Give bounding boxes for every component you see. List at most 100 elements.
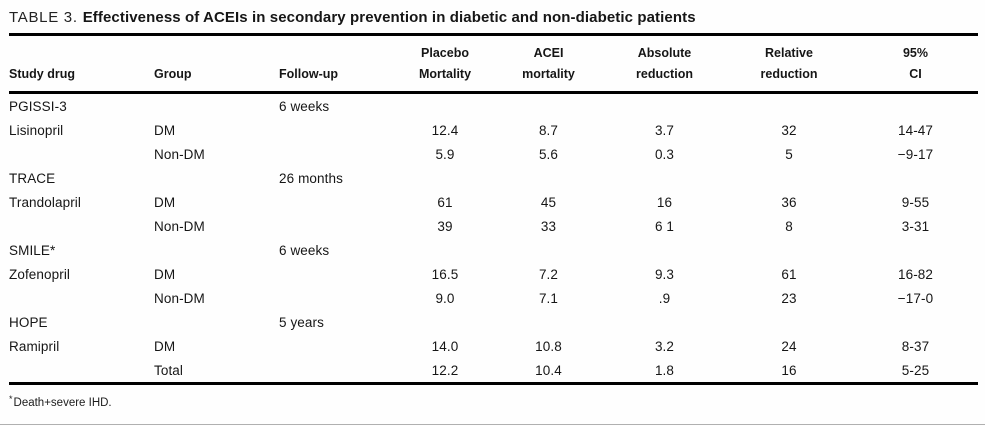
table-cell: 7.1 <box>538 290 559 306</box>
table-cell: 6 1 <box>654 218 675 234</box>
table-row: Total 12.2 10.4 1.8 16 5-25 <box>9 358 978 384</box>
table-cell: 7.2 <box>538 266 559 282</box>
table-cell: DM <box>154 122 176 138</box>
table-cell: 5 years <box>279 314 324 330</box>
table-cell: HOPE <box>9 314 48 330</box>
table-cell <box>397 93 493 119</box>
table-cell: 6 weeks <box>279 98 330 114</box>
table-cell <box>279 286 397 310</box>
table-cell: 10.4 <box>535 362 562 378</box>
table-cell <box>725 310 853 334</box>
table-cell: −17-0 <box>897 290 934 306</box>
table-cell <box>493 93 604 119</box>
table-cell: 5.6 <box>538 146 559 162</box>
column-header: ACEI mortality <box>493 34 604 94</box>
table-cell <box>279 190 397 214</box>
table-cell <box>604 238 725 262</box>
table-cell <box>154 93 279 119</box>
table-row: Non-DM 9.0 7.1 .9 23 −17-0 <box>9 286 978 310</box>
table-title-text: Effectiveness of ACEIs in secondary prev… <box>82 9 696 26</box>
table-cell: 23 <box>781 290 797 306</box>
table-cell <box>9 142 154 166</box>
table-cell: 3-31 <box>901 218 930 234</box>
table-row: HOPE 5 years <box>9 310 978 334</box>
table-caption: TABLE 3. Effectiveness of ACEIs in second… <box>0 0 985 27</box>
table-cell: DM <box>154 266 176 282</box>
column-header: Group <box>154 34 279 94</box>
table-cell: 33 <box>540 218 557 234</box>
table-cell: 39 <box>437 218 453 234</box>
table-row: Zofenopril DM 16.5 7.2 9.3 61 16-82 <box>9 262 978 286</box>
table-cell: 3.2 <box>654 338 675 354</box>
table-cell <box>725 93 853 119</box>
table-cell: 16 <box>781 362 797 378</box>
table-cell: Non-DM <box>154 218 205 234</box>
table-cell: DM <box>154 338 176 354</box>
footnote-marker: * <box>9 394 13 404</box>
table-cell: −9-17 <box>897 146 934 162</box>
table-row: SMILE* 6 weeks <box>9 238 978 262</box>
table-body: PGISSI-3 6 weeks Lisinopril DM 12.4 8.7 3.7 32 1… <box>9 93 978 384</box>
table-cell <box>604 310 725 334</box>
table-cell <box>397 166 493 190</box>
table-cell: 12.4 <box>431 122 459 138</box>
table-cell: DM <box>154 194 176 210</box>
table-cell: Lisinopril <box>9 122 64 138</box>
table-cell <box>725 238 853 262</box>
table-cell: 32 <box>781 122 797 138</box>
table-cell: Trandolapril <box>9 194 81 210</box>
table-cell: 5 <box>785 146 793 162</box>
table-cell: PGISSI-3 <box>9 98 67 114</box>
table-cell <box>493 238 604 262</box>
table-cell <box>725 166 853 190</box>
table-cell: 61 <box>437 194 453 210</box>
column-header: Follow-up <box>279 34 397 94</box>
table-cell <box>604 166 725 190</box>
table-cell: 24 <box>781 338 797 354</box>
table-cell: 9-55 <box>901 194 930 210</box>
table-cell: .9 <box>658 290 671 306</box>
table-cell: 0.3 <box>654 146 675 162</box>
table-cell <box>279 334 397 358</box>
table-cell <box>279 118 397 142</box>
table-row: PGISSI-3 6 weeks <box>9 93 978 119</box>
table-cell <box>853 166 978 190</box>
table-cell: 12.2 <box>431 362 459 378</box>
column-header: 95% CI <box>853 34 978 94</box>
bottom-divider <box>0 424 985 425</box>
table-footnote: *Death+severe IHD. <box>9 394 985 409</box>
table-cell: Non-DM <box>154 290 205 306</box>
table-cell: 16.5 <box>431 266 459 282</box>
table-cell <box>9 358 154 384</box>
table-cell <box>853 310 978 334</box>
column-header: Absolute reduction <box>604 34 725 94</box>
table-cell: 26 months <box>279 170 343 186</box>
column-header: Placebo Mortality <box>397 34 493 94</box>
table-header: Study drug Group Follow-up Placebo Mortality… <box>9 34 978 94</box>
table-cell <box>493 310 604 334</box>
table-cell: 6 weeks <box>279 242 330 258</box>
table-number-label: TABLE 3. <box>9 9 78 26</box>
table-cell <box>279 262 397 286</box>
results-table: Study drug Group Follow-up Placebo Mortality… <box>9 33 978 385</box>
table-cell <box>279 142 397 166</box>
table-cell: Non-DM <box>154 146 205 162</box>
table-cell: Zofenopril <box>9 266 71 282</box>
table-cell: 14-47 <box>897 122 934 138</box>
table-cell: 1.8 <box>654 362 675 378</box>
table-row: Non-DM 5.9 5.6 0.3 5 −9-17 <box>9 142 978 166</box>
table-cell: 10.8 <box>535 338 562 354</box>
table-cell: 8.7 <box>538 122 559 138</box>
table-row: Non-DM 39 33 6 1 8 3-31 <box>9 214 978 238</box>
table-cell: Total <box>154 362 184 378</box>
table-cell: 16 <box>656 194 673 210</box>
table-row: TRACE 26 months <box>9 166 978 190</box>
table-row: Trandolapril DM 61 45 16 36 9-55 <box>9 190 978 214</box>
table-cell: TRACE <box>9 170 56 186</box>
table-cell <box>604 93 725 119</box>
table-cell: 16-82 <box>897 266 934 282</box>
table-cell: SMILE* <box>9 242 56 258</box>
table-row: Ramipril DM 14.0 10.8 3.2 24 8-37 <box>9 334 978 358</box>
table-cell: 14.0 <box>431 338 459 354</box>
table-cell: 8 <box>785 218 793 234</box>
